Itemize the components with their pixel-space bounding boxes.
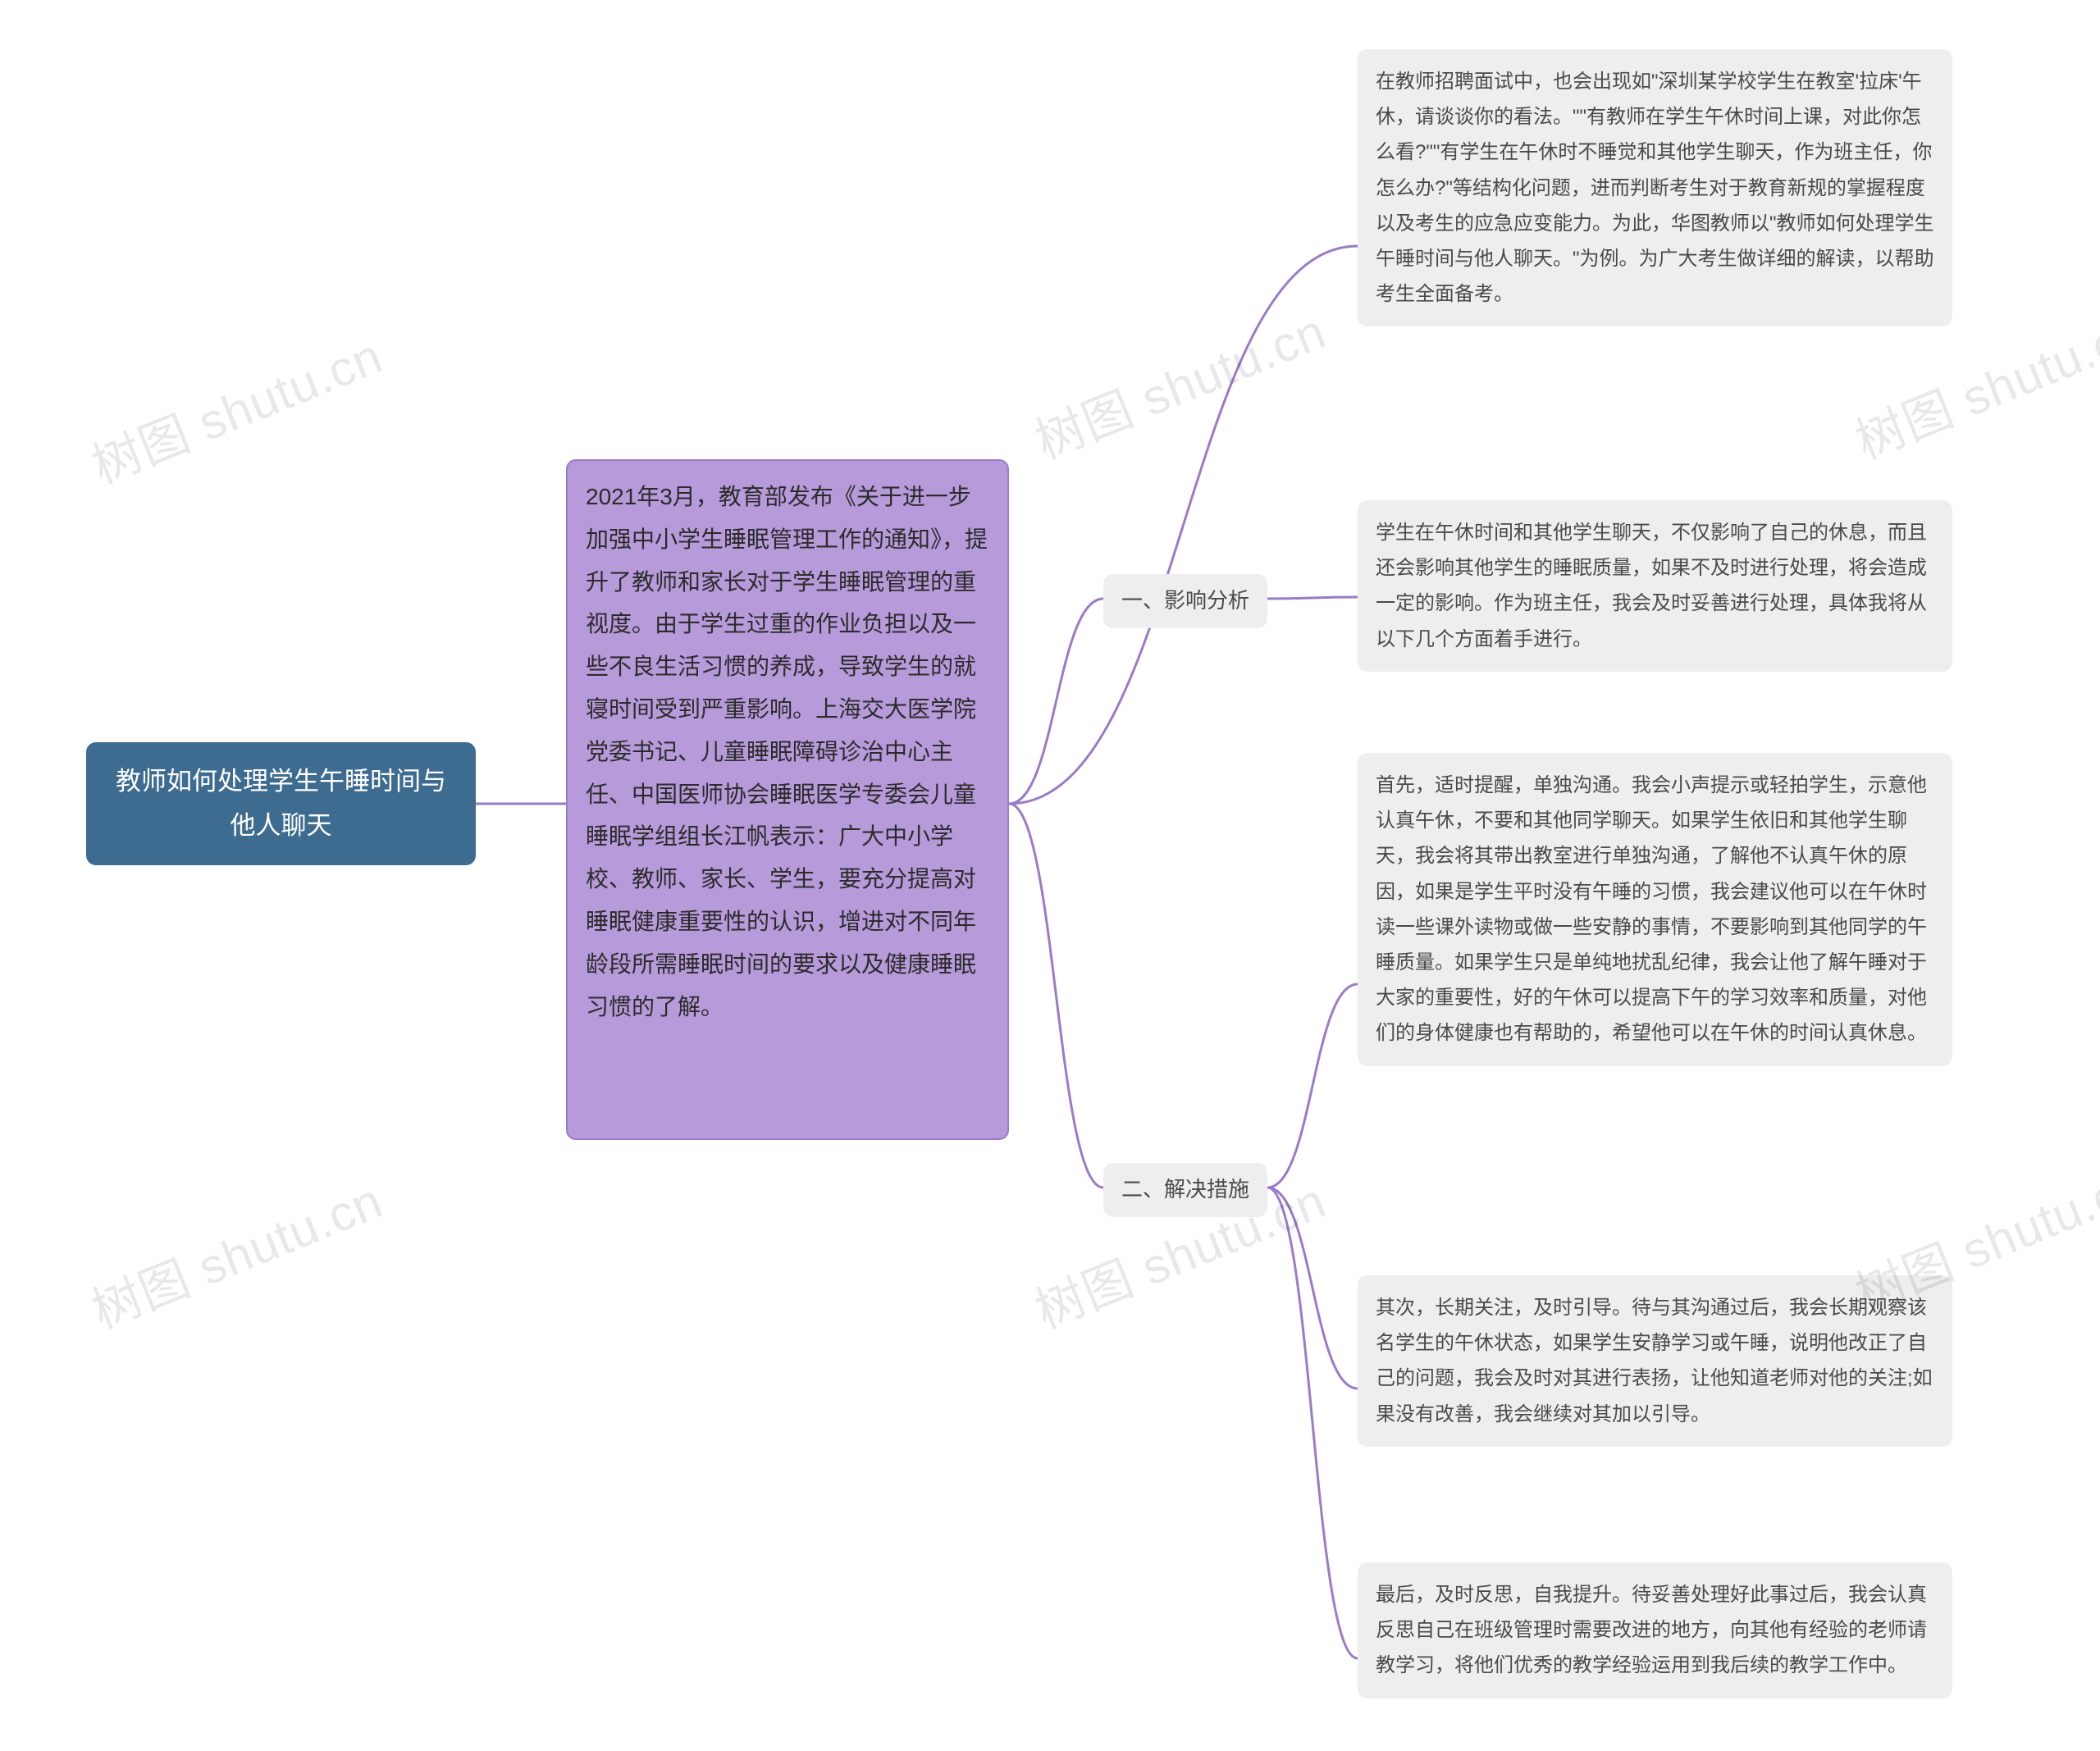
- context-text: 2021年3月，教育部发布《关于进一步加强中小学生睡眠管理工作的通知》，提升了教…: [586, 484, 988, 1019]
- leaf-impact: 学生在午休时间和其他学生聊天，不仅影响了自己的休息，而且还会影响其他学生的睡眠质…: [1358, 500, 1952, 672]
- branch-solutions: 二、解决措施: [1103, 1163, 1267, 1217]
- watermark-text: 树图 shutu.cn: [80, 1161, 391, 1343]
- connector-edge: [1267, 597, 1358, 599]
- connector-edge: [1267, 1188, 1358, 1388]
- leaf-intro: 在教师招聘面试中，也会出现如"深圳某学校学生在教室'拉床'午休，请谈谈你的看法。…: [1358, 49, 1952, 326]
- connector-edge: [1009, 599, 1103, 804]
- connector-edge: [1267, 984, 1358, 1188]
- watermark-text: 树图 shutu.cn: [80, 317, 391, 498]
- connector-edge: [1009, 804, 1103, 1188]
- watermark-text: 树图 shutu.cn: [1023, 292, 1335, 473]
- leaf-sol3-text: 最后，及时反思，自我提升。待妥善处理好此事过后，我会认真反思自己在班级管理时需要…: [1376, 1584, 1927, 1676]
- context-node: 2021年3月，教育部发布《关于进一步加强中小学生睡眠管理工作的通知》，提升了教…: [566, 459, 1009, 1140]
- branch-impact-analysis: 一、影响分析: [1103, 574, 1267, 628]
- root-node: 教师如何处理学生午睡时间与他人聊天: [86, 742, 476, 865]
- branch1-label: 一、影响分析: [1121, 588, 1249, 613]
- leaf-sol2-text: 其次，长期关注，及时引导。待与其沟通过后，我会长期观察该名学生的午休状态，如果学…: [1376, 1297, 1933, 1425]
- leaf-sol1-text: 首先，适时提醒，单独沟通。我会小声提示或轻拍学生，示意他认真午休，不要和其他同学…: [1376, 774, 1927, 1044]
- leaf-solution-2: 其次，长期关注，及时引导。待与其沟通过后，我会长期观察该名学生的午休状态，如果学…: [1358, 1275, 1952, 1447]
- connector-edge: [1009, 246, 1358, 804]
- branch2-label: 二、解决措施: [1121, 1177, 1249, 1202]
- root-label: 教师如何处理学生午睡时间与他人聊天: [104, 759, 458, 849]
- leaf-solution-3: 最后，及时反思，自我提升。待妥善处理好此事过后，我会认真反思自己在班级管理时需要…: [1358, 1562, 1952, 1699]
- connector-edge: [1267, 1188, 1358, 1658]
- leaf-solution-1: 首先，适时提醒，单独沟通。我会小声提示或轻拍学生，示意他认真午休，不要和其他同学…: [1358, 753, 1952, 1066]
- leaf-impact-text: 学生在午休时间和其他学生聊天，不仅影响了自己的休息，而且还会影响其他学生的睡眠质…: [1376, 522, 1927, 650]
- leaf-intro-text: 在教师招聘面试中，也会出现如"深圳某学校学生在教室'拉床'午休，请谈谈你的看法。…: [1376, 71, 1934, 305]
